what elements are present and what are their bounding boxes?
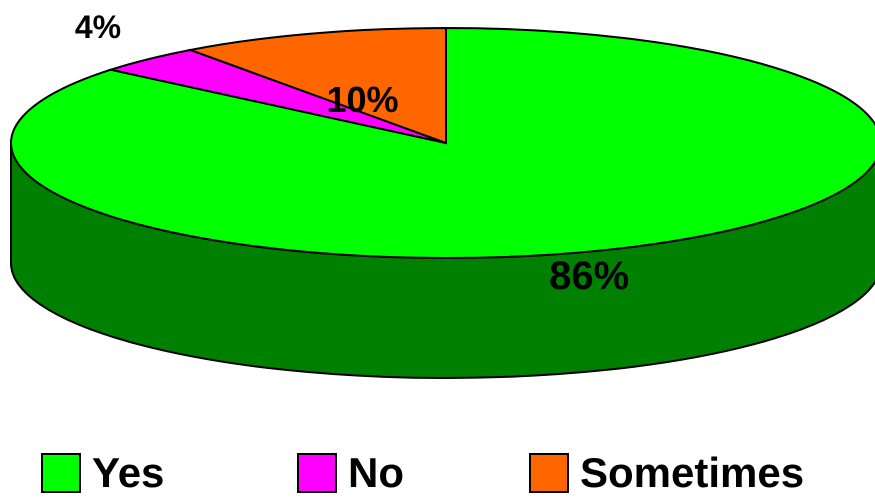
legend-label-yes: Yes — [92, 449, 164, 496]
pie-slice-sometimes — [186, 26, 447, 145]
pie-top-group — [10, 26, 875, 259]
legend-label-sometimes: Sometimes — [580, 449, 804, 496]
legend: Yes No Sometimes — [41, 449, 804, 496]
pie-label-yes: 86% — [549, 254, 629, 298]
legend-item-sometimes: Sometimes — [529, 449, 804, 496]
legend-item-no: No — [297, 449, 404, 496]
legend-label-no: No — [348, 449, 404, 496]
pie-label-sometimes: 10% — [326, 79, 398, 120]
legend-item-yes: Yes — [41, 449, 164, 496]
legend-swatch-yes — [41, 453, 81, 493]
legend-swatch-no — [297, 453, 337, 493]
pie-label-no: 4% — [75, 9, 121, 45]
pie-label-group: 86% 4% 10% — [75, 9, 629, 298]
legend-swatch-sometimes — [529, 453, 569, 493]
